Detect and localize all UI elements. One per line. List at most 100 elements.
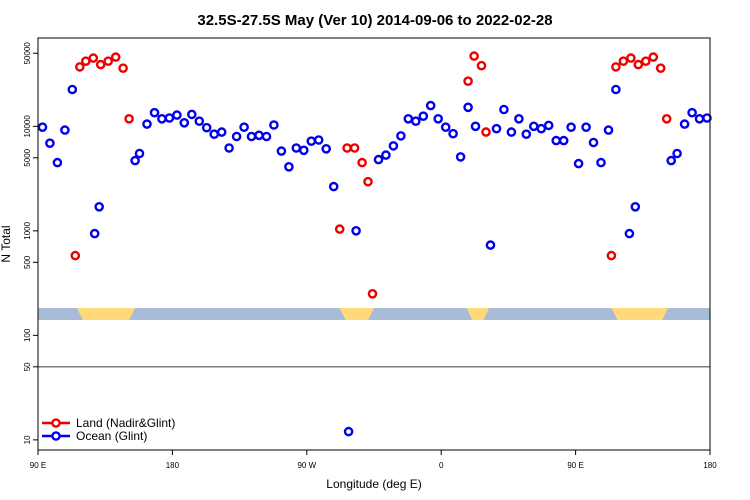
data-point-1-47 xyxy=(448,128,458,139)
data-point-1-72 xyxy=(672,148,682,159)
data-point-1-9 xyxy=(142,119,152,129)
y-tick-label-5: 5000 xyxy=(23,148,32,166)
data-point-1-64 xyxy=(581,122,591,132)
data-point-1-67 xyxy=(603,125,614,135)
data-point-1-52 xyxy=(491,123,502,134)
data-point-1-53 xyxy=(499,104,509,115)
data-point-1-37 xyxy=(373,154,384,165)
land-region-1 xyxy=(339,308,374,320)
data-point-0-27 xyxy=(661,114,672,124)
land-region-2 xyxy=(466,308,489,320)
x-tick-label-1: 180 xyxy=(166,461,180,470)
x-tick-label-5: 180 xyxy=(703,461,717,470)
data-point-1-13 xyxy=(172,110,182,120)
data-point-0-12 xyxy=(357,157,367,168)
data-point-1-14 xyxy=(179,118,190,128)
data-point-0-7 xyxy=(118,63,128,73)
data-point-1-61 xyxy=(558,135,569,146)
data-point-1-18 xyxy=(209,129,219,139)
data-point-1-3 xyxy=(60,125,70,135)
data-point-1-0 xyxy=(37,122,48,132)
data-point-1-41 xyxy=(403,114,414,124)
data-point-1-55 xyxy=(514,114,524,124)
data-point-1-43 xyxy=(418,111,429,121)
legend-label-0: Land (Nadir&Glint) xyxy=(76,416,175,430)
data-point-1-8 xyxy=(134,148,145,159)
data-point-1-62 xyxy=(566,122,576,132)
data-point-0-16 xyxy=(469,51,479,61)
data-point-0-14 xyxy=(367,288,378,299)
data-point-1-40 xyxy=(396,131,406,141)
series-1 xyxy=(37,84,712,437)
legend-label-1: Ocean (Glint) xyxy=(76,429,147,443)
x-tick-label-2: 90 W xyxy=(297,461,316,470)
data-point-1-25 xyxy=(261,131,272,142)
data-point-0-20 xyxy=(611,62,621,72)
data-point-0-22 xyxy=(626,53,636,63)
data-point-1-74 xyxy=(687,107,697,118)
data-points xyxy=(37,51,712,437)
data-point-1-51 xyxy=(485,240,496,250)
data-point-1-24 xyxy=(254,130,264,141)
y-tick-label-6: 10000 xyxy=(23,115,32,138)
legend-marker-0 xyxy=(51,418,61,428)
data-point-0-19 xyxy=(606,250,617,261)
data-point-1-36 xyxy=(351,225,361,236)
land-region-0 xyxy=(76,308,136,320)
data-point-1-38 xyxy=(381,150,391,160)
data-point-0-5 xyxy=(103,56,113,67)
data-point-1-71 xyxy=(666,155,677,166)
data-point-1-44 xyxy=(425,100,436,111)
data-point-0-9 xyxy=(334,224,345,234)
data-point-1-39 xyxy=(388,141,399,151)
data-point-1-65 xyxy=(588,137,599,148)
data-point-0-3 xyxy=(88,53,99,63)
data-point-1-11 xyxy=(157,114,167,124)
y-axis: 10 50 100 500 1000 5000 10000 50000 xyxy=(23,42,38,444)
data-point-0-23 xyxy=(633,59,644,70)
data-point-1-46 xyxy=(440,122,451,132)
data-point-1-49 xyxy=(463,102,473,113)
y-tick-label-7: 50000 xyxy=(23,42,32,65)
data-point-0-8 xyxy=(124,114,134,124)
data-point-1-56 xyxy=(521,129,532,139)
data-point-1-2 xyxy=(52,157,63,168)
data-point-1-70 xyxy=(630,201,641,212)
y-tick-label-4: 1000 xyxy=(23,221,32,239)
y-tick-label-2: 100 xyxy=(23,328,32,342)
y-axis-label: N Total xyxy=(0,225,13,262)
data-point-1-1 xyxy=(45,138,55,148)
data-point-1-5 xyxy=(89,228,100,239)
plot-frame xyxy=(37,37,711,451)
data-point-1-19 xyxy=(216,127,227,137)
data-point-1-73 xyxy=(679,119,690,129)
data-point-0-15 xyxy=(463,76,473,86)
data-point-1-48 xyxy=(455,152,466,162)
x-tick-label-4: 90 E xyxy=(567,461,583,470)
data-point-0-10 xyxy=(342,143,352,153)
x-tick-label-0: 90 E xyxy=(30,461,46,470)
data-point-0-6 xyxy=(110,52,121,62)
data-point-1-57 xyxy=(529,121,539,132)
data-point-1-17 xyxy=(201,122,212,133)
data-point-1-69 xyxy=(624,228,635,239)
data-point-1-63 xyxy=(573,158,584,169)
data-point-0-24 xyxy=(641,56,651,67)
x-axis: 90 E 180 90 W 0 90 E 180 xyxy=(30,450,717,470)
data-point-1-35 xyxy=(343,426,354,437)
data-point-1-42 xyxy=(410,116,421,126)
data-point-1-30 xyxy=(298,145,309,156)
data-point-0-21 xyxy=(618,56,629,67)
data-point-1-59 xyxy=(543,120,554,131)
data-point-1-34 xyxy=(328,181,339,192)
data-point-1-12 xyxy=(164,113,175,123)
data-point-1-50 xyxy=(470,121,481,132)
data-point-0-26 xyxy=(655,63,666,73)
legend: Land (Nadir&Glint)Ocean (Glint) xyxy=(42,416,175,443)
data-point-1-4 xyxy=(67,84,78,95)
data-point-1-45 xyxy=(433,114,444,124)
data-point-1-6 xyxy=(94,201,104,212)
data-point-1-75 xyxy=(694,114,705,124)
